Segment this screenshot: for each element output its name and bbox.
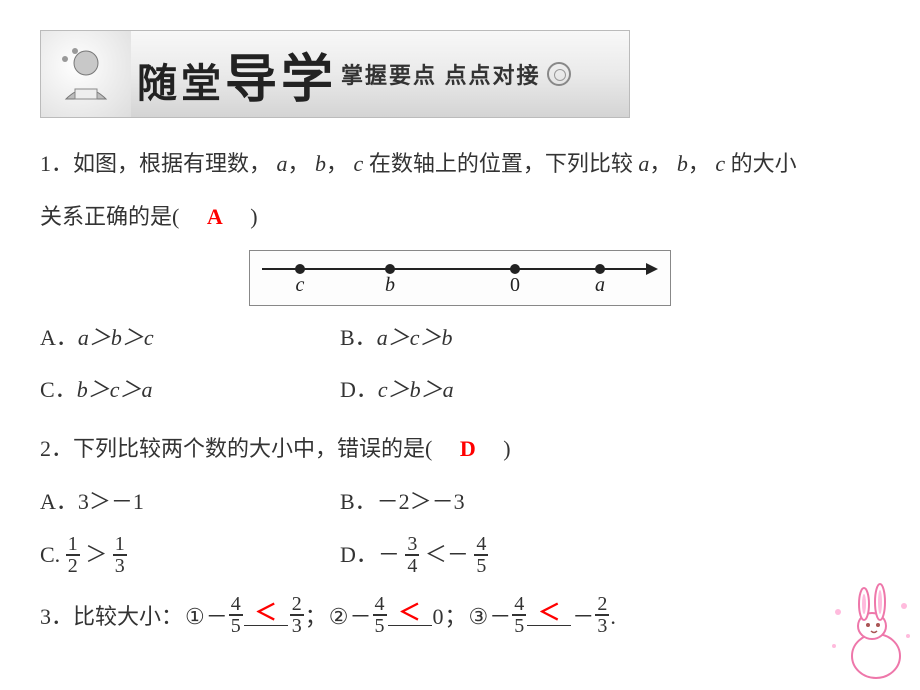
question-3: 3．比较大小： ①－45＜23； ②－45＜0； ③－45＜－23. bbox=[40, 596, 880, 638]
frac-4-5: 4 5 bbox=[474, 534, 488, 576]
q1-opt-c-text: b＞c＞a bbox=[77, 377, 153, 402]
q1-text-e: ) bbox=[228, 204, 257, 229]
separator: ； bbox=[445, 599, 467, 634]
q1-stem-2: 关系正确的是( A ) bbox=[40, 191, 880, 244]
frac-den: 5 bbox=[474, 554, 488, 576]
var-a2: a bbox=[638, 151, 649, 176]
question-2: 2．下列比较两个数的大小中，错误的是( D ) A．3＞－1 B．－2＞－3 C… bbox=[40, 423, 880, 581]
neg-sign: － bbox=[206, 599, 228, 634]
frac-num: 1 bbox=[113, 534, 127, 554]
frac-den: 2 bbox=[66, 554, 80, 576]
q2-text-b: ) bbox=[481, 436, 510, 461]
var-c2: c bbox=[715, 151, 725, 176]
right-plain: 0 bbox=[433, 599, 444, 634]
svg-text:a: a bbox=[595, 274, 605, 296]
svg-text:b: b bbox=[385, 274, 395, 296]
frac-num: 4 bbox=[474, 534, 488, 554]
q1-answer: A bbox=[207, 204, 223, 229]
answer-blank: ＜ bbox=[388, 602, 432, 626]
q3-item: ①－45 ＜ 23； bbox=[185, 596, 327, 638]
q2-opt-a: A．3＞－1 bbox=[40, 476, 340, 529]
q3-answer: ＜ bbox=[538, 600, 560, 625]
number-line-figure: c b 0 a bbox=[40, 250, 880, 306]
circled-number: ③ bbox=[469, 599, 489, 634]
lesson-banner: 随堂 导学 掌握要点 点点对接 bbox=[40, 30, 630, 118]
answer-blank: ＜ bbox=[527, 602, 571, 626]
fraction-right: 23 bbox=[290, 594, 304, 636]
q1-opt-d: D．c＞b＞a bbox=[340, 364, 640, 417]
banner-illustration bbox=[41, 30, 131, 118]
q1-stem: 1．如图，根据有理数， a， b， c 在数轴上的位置，下列比较 a， b， c… bbox=[40, 138, 880, 191]
q1-opt-c: C．b＞c＞a bbox=[40, 364, 340, 417]
frac-den: 4 bbox=[405, 554, 419, 576]
var-c: c bbox=[354, 151, 364, 176]
q1-text-a: 1．如图，根据有理数， bbox=[40, 151, 271, 176]
q1-opt-a: A．a＞b＞c bbox=[40, 312, 340, 365]
frac-num: 3 bbox=[405, 534, 419, 554]
q2-options-row2: C. 1 2 ＞ 1 3 D．－ 3 4 ＜－ 4 5 bbox=[40, 529, 880, 582]
frac-1-3: 1 3 bbox=[113, 534, 127, 576]
fraction-left: 45 bbox=[373, 594, 387, 636]
target-icon bbox=[547, 62, 571, 86]
bunny-icon bbox=[826, 576, 916, 686]
q2-d-op: ＜－ bbox=[425, 542, 469, 567]
q1-text-b: 在数轴上的位置，下列比较 bbox=[369, 151, 633, 176]
svg-text:0: 0 bbox=[510, 274, 520, 296]
q3-item: ②－45 ＜ 0； bbox=[329, 596, 467, 638]
banner-big: 导学 bbox=[225, 37, 337, 112]
neg-sign: － bbox=[489, 599, 511, 634]
q2-opt-b: B．－2＞－3 bbox=[340, 476, 640, 529]
q2-c-op: ＞ bbox=[85, 542, 107, 567]
neg-sign-right: － bbox=[572, 599, 594, 634]
q1-opt-b-text: a＞c＞b bbox=[377, 325, 453, 350]
frac-3-4: 3 4 bbox=[405, 534, 419, 576]
q3-answer: ＜ bbox=[255, 600, 277, 625]
q2-d-label: D．－ bbox=[340, 542, 400, 567]
frac-1-2: 1 2 bbox=[66, 534, 80, 576]
student-icon bbox=[51, 39, 121, 109]
var-b: b bbox=[315, 151, 326, 176]
fraction-left: 45 bbox=[229, 594, 243, 636]
q1-text-c: 的大小 bbox=[731, 151, 797, 176]
q1-opt-a-text: a＞b＞c bbox=[78, 325, 154, 350]
number-line-svg: c b 0 a bbox=[260, 257, 660, 297]
q2-options-row1: A．3＞－1 B．－2＞－3 bbox=[40, 476, 880, 529]
q1-options: A．a＞b＞c B．a＞c＞b C．b＞c＞a D．c＞b＞a bbox=[40, 312, 880, 418]
svg-text:c: c bbox=[296, 274, 305, 296]
var-a: a bbox=[277, 151, 288, 176]
q2-opt-d: D．－ 3 4 ＜－ 4 5 bbox=[340, 529, 640, 582]
q3-answer: ＜ bbox=[399, 600, 421, 625]
banner-sub: 掌握要点 点点对接 bbox=[341, 58, 541, 90]
q2-opt-c: C. 1 2 ＞ 1 3 bbox=[40, 529, 340, 582]
banner-pre: 随堂 bbox=[137, 51, 225, 109]
q3-lead: 3．比较大小： bbox=[40, 599, 183, 634]
q3-item: ③－45＜－23. bbox=[469, 596, 616, 638]
separator: . bbox=[610, 599, 616, 634]
circled-number: ② bbox=[329, 599, 349, 634]
q1-text-d: 关系正确的是( bbox=[40, 204, 201, 229]
frac-den: 3 bbox=[113, 554, 127, 576]
q1-opt-d-text: c＞b＞a bbox=[378, 377, 454, 402]
neg-sign: － bbox=[350, 599, 372, 634]
frac-num: 1 bbox=[66, 534, 80, 554]
q2-stem: 2．下列比较两个数的大小中，错误的是( D ) bbox=[40, 423, 880, 476]
separator: ； bbox=[305, 599, 327, 634]
q1-opt-b: B．a＞c＞b bbox=[340, 312, 640, 365]
fraction-left: 45 bbox=[512, 594, 526, 636]
circled-number: ① bbox=[185, 599, 205, 634]
banner-title: 随堂 导学 掌握要点 点点对接 bbox=[131, 37, 571, 112]
q2-answer: D bbox=[460, 436, 476, 461]
question-1: 1．如图，根据有理数， a， b， c 在数轴上的位置，下列比较 a， b， c… bbox=[40, 138, 880, 417]
q2-c-label: C. bbox=[40, 542, 60, 567]
q2-text-a: 2．下列比较两个数的大小中，错误的是( bbox=[40, 436, 454, 461]
var-b2: b bbox=[677, 151, 688, 176]
answer-blank: ＜ bbox=[244, 602, 288, 626]
fraction-right: 23 bbox=[595, 594, 609, 636]
